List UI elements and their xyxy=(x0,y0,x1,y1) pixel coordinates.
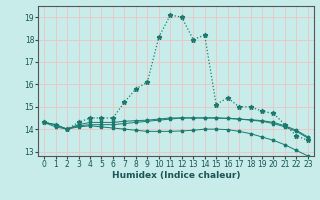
X-axis label: Humidex (Indice chaleur): Humidex (Indice chaleur) xyxy=(112,171,240,180)
